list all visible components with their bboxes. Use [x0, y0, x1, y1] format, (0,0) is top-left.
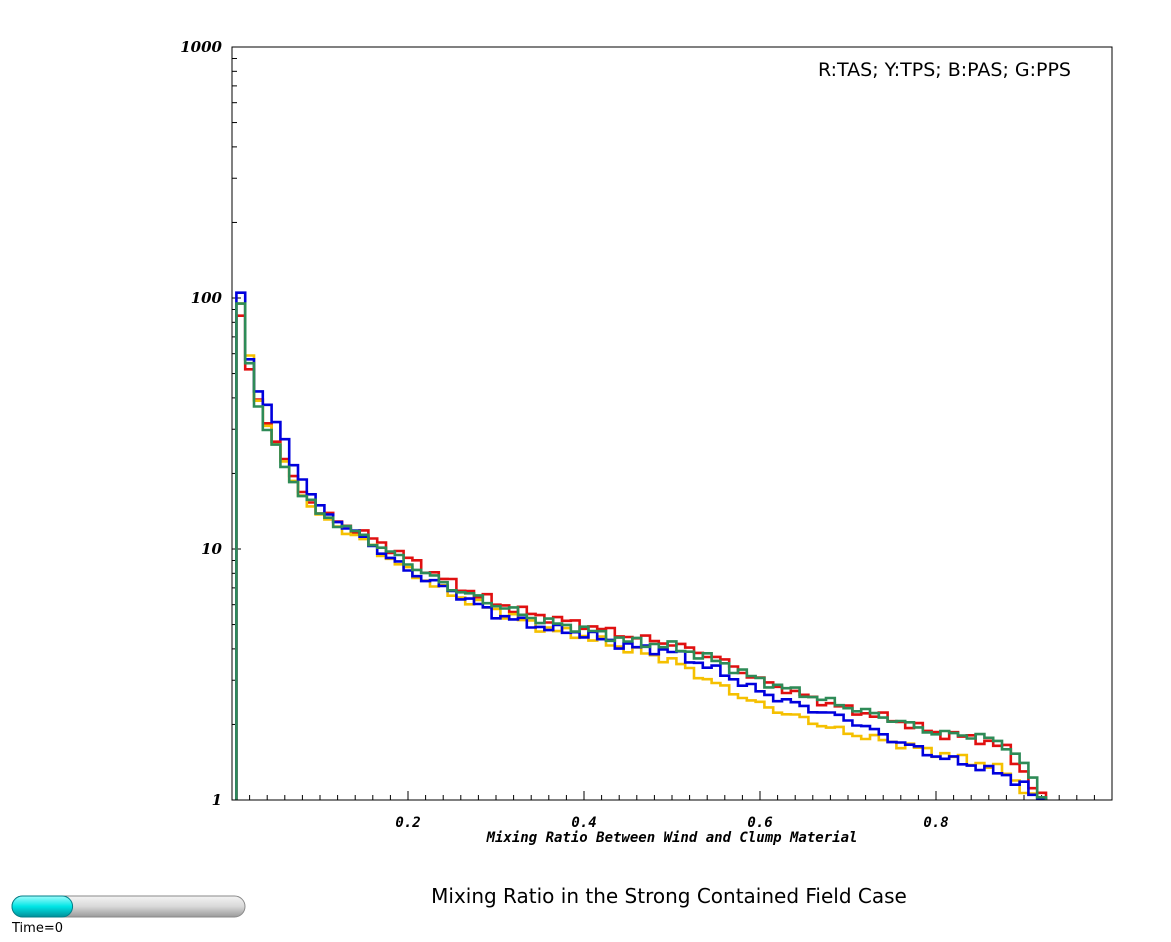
y-tick-label: 1 — [212, 791, 222, 809]
x-tick-label: 0.6 — [747, 815, 772, 831]
series-layer — [235, 291, 1048, 800]
x-axis-tick-labels: 0.2 0.4 0.6 0.8 — [395, 815, 948, 831]
x-tick-label: 0.2 — [395, 815, 420, 831]
y-axis-tick-labels: 1 10 100 1000 — [180, 38, 222, 809]
time-slider[interactable] — [11, 895, 246, 918]
series-line-1 — [235, 314, 1048, 800]
time-label: Time=0 — [11, 921, 63, 936]
chart-title: Mixing Ratio in the Strong Contained Fie… — [431, 884, 907, 908]
y-tick-label: 10 — [201, 540, 222, 558]
plot-frame — [231, 46, 1113, 801]
x-axis-ticks — [249, 791, 1095, 800]
y-tick-label: 100 — [191, 289, 223, 307]
legend-text: R:TAS; Y:TPS; B:PAS; G:PPS — [818, 59, 1071, 81]
x-axis-label: Mixing Ratio Between Wind and Clump Mate… — [486, 830, 858, 846]
x-tick-label: 0.4 — [571, 815, 596, 831]
x-tick-label: 0.8 — [923, 815, 948, 831]
series-line-4 — [235, 302, 1048, 800]
time-slider-fill — [11, 895, 74, 918]
y-tick-label: 1000 — [180, 38, 222, 56]
